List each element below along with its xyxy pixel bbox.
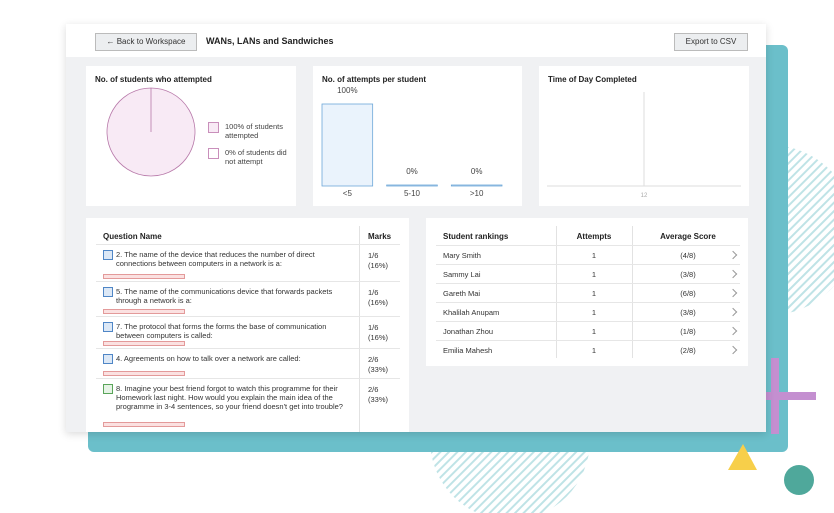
column-header: Student rankings [443, 232, 509, 241]
cell: (4/8) [680, 251, 696, 260]
panel-title: Time of Day Completed [548, 75, 637, 84]
cell: Jonathan Zhou [443, 327, 494, 336]
time-chart: 12 [547, 92, 741, 199]
underline [103, 309, 185, 314]
marks: 1/6 (16%) [368, 288, 389, 307]
question-text: 7. The protocol that forms the forms the… [116, 322, 327, 340]
pie-panel: No. of students who attempted 100% of st… [86, 66, 296, 206]
marks: 2/6 (33%) [368, 385, 389, 404]
time-panel: Time of Day Completed 12 [539, 66, 749, 206]
panel-title: No. of attempts per student [322, 75, 427, 84]
question-text: 5. The name of the communications device… [116, 287, 333, 305]
page-title: WANs, LANs and Sandwiches [206, 36, 334, 46]
question-icon [103, 250, 113, 260]
question-text: 8. Imagine your best friend forgot to wa… [116, 384, 343, 411]
cell: 1 [591, 327, 597, 336]
column-header: Attempts [576, 232, 612, 241]
value-label: 100% [337, 86, 357, 95]
row-divider [96, 348, 400, 349]
panel-title: No. of students who attempted [95, 75, 212, 84]
marks: 1/6 (16%) [368, 323, 389, 342]
question-icon [103, 384, 113, 394]
pie-chart [106, 87, 196, 177]
cell: Mary Smith [443, 251, 481, 260]
bar [386, 184, 438, 187]
window: ← Back to Workspace WANs, LANs and Sandw… [66, 24, 766, 432]
row-divider [436, 340, 740, 341]
export-button[interactable]: Export to CSV [674, 33, 748, 51]
question-icon [103, 354, 113, 364]
question-text: 2. The name of the device that reduces t… [116, 250, 315, 268]
cell: 1 [591, 251, 597, 260]
cell: 1 [591, 308, 597, 317]
back-button[interactable]: ← Back to Workspace [95, 33, 197, 51]
cell: Gareth Mai [443, 289, 481, 298]
cell: 1 [591, 270, 597, 279]
row-divider [436, 321, 740, 322]
underline [103, 274, 185, 279]
cell: Khalilah Anupam [443, 308, 500, 317]
bar [321, 103, 374, 187]
divider [632, 226, 633, 358]
row-divider [436, 283, 740, 284]
question-icon [103, 287, 113, 297]
column-header: Average Score [660, 232, 716, 241]
row-divider [96, 244, 400, 245]
pie-slice [106, 87, 196, 177]
question-text: 4. Agreements on how to talk over a netw… [116, 354, 301, 363]
value-label: 0% [406, 167, 418, 176]
underline [103, 422, 185, 427]
cell: (6/8) [680, 289, 696, 298]
cell: Sammy Lai [443, 270, 481, 279]
column-header: Question Name [103, 232, 162, 241]
divider [556, 226, 557, 358]
bar-panel: No. of attempts per student 100% <5 0% 5-10… [313, 66, 522, 206]
row-divider [436, 302, 740, 303]
rankings-panel: Student rankings Attempts Average Score Mar… [426, 218, 748, 366]
row-divider [96, 316, 400, 317]
bar [450, 184, 503, 187]
cell: 1 [591, 346, 597, 355]
cell: (3/8) [680, 270, 696, 279]
questions-panel: Question Name Marks 2. The name of the dev… [86, 218, 409, 432]
row-divider [96, 281, 400, 282]
cell: (1/8) [680, 327, 696, 336]
cell: Emilia Mahesh [443, 346, 493, 355]
marks: 2/6 (33%) [368, 355, 389, 374]
bar-chart: 100% <5 0% 5-10 0% >10 [321, 86, 503, 198]
row-divider [96, 378, 400, 379]
cell: (2/8) [680, 346, 696, 355]
x-tick-label: <5 [343, 189, 353, 198]
underline [103, 341, 185, 346]
legend-label: 0% of students did not attempt [225, 148, 287, 166]
divider [359, 226, 360, 432]
x-tick-label: 12 [641, 193, 648, 199]
marks: 1/6 (16%) [368, 251, 389, 270]
value-label: 0% [471, 167, 483, 176]
question-icon [103, 322, 113, 332]
x-tick-label: >10 [470, 189, 484, 198]
column-header: Marks [368, 232, 392, 241]
row-divider [436, 245, 740, 246]
header: ← Back to Workspace WANs, LANs and Sandw… [66, 24, 766, 57]
legend-swatch [208, 148, 219, 159]
row-divider [436, 264, 740, 265]
x-tick-label: 5-10 [404, 189, 421, 198]
underline [103, 371, 185, 376]
cell: 1 [591, 289, 597, 298]
legend-label: 100% of students attempted [225, 122, 283, 140]
legend-swatch [208, 122, 219, 133]
cell: (3/8) [680, 308, 696, 317]
